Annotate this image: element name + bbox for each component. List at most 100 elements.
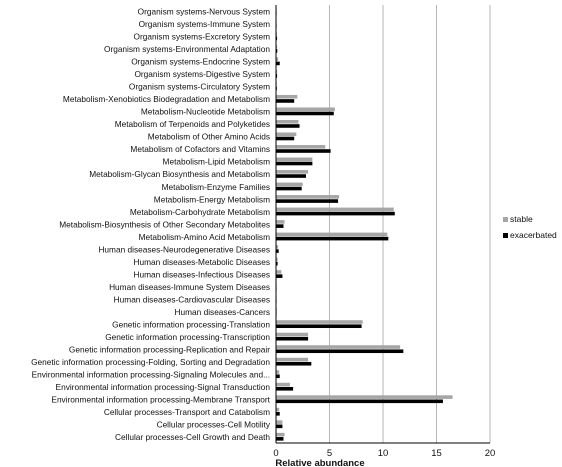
- bars: [276, 7, 453, 441]
- category-label: Metabolism-Lipid Metabolism: [163, 157, 271, 167]
- bar-stable: [276, 57, 279, 62]
- bar-exacerbated: [276, 261, 278, 266]
- bar-stable: [276, 195, 340, 199]
- bar-exacerbated: [276, 111, 334, 116]
- bar-exacerbated: [276, 336, 309, 341]
- category-label: Metabolism-Amino Acid Metabolism: [139, 232, 271, 242]
- category-label: Genetic information processing-Folding, …: [31, 357, 270, 367]
- category-label: Genetic information processing-Transcrip…: [105, 332, 270, 342]
- category-label: Organism systems-Immune System: [139, 19, 270, 29]
- bar-stable: [276, 232, 388, 237]
- bar-stable: [276, 245, 279, 249]
- category-label: Organism systems-Circulatory System: [129, 82, 270, 92]
- bar-stable: [276, 145, 326, 149]
- bar-stable: [276, 170, 309, 174]
- bar-exacerbated: [276, 199, 339, 203]
- category-label: Genetic information processing-Replicati…: [69, 344, 270, 354]
- category-label: Metabolism-Xenobiotics Biodegradation an…: [63, 94, 270, 104]
- bar-stable: [276, 182, 303, 187]
- bar-stable: [276, 44, 278, 49]
- bar-exacerbated: [276, 374, 280, 379]
- category-label: Metabolism of Cofactors and Vitamins: [130, 144, 270, 154]
- bar-exacerbated: [276, 36, 278, 41]
- category-label: Human diseases-Metabolic Diseases: [134, 257, 271, 267]
- bar-stable: [276, 69, 278, 74]
- x-axis-label: Relative abundance: [275, 458, 364, 467]
- bar-stable: [276, 407, 280, 412]
- bar-exacerbated: [276, 61, 280, 66]
- category-label: Metabolism-Nucleotide Metabolism: [141, 107, 270, 117]
- category-label: Metabolism-Carbohydrate Metabolism: [130, 207, 270, 217]
- bar-stable: [276, 332, 309, 337]
- bar-exacerbated: [276, 274, 283, 278]
- category-label: Human diseases-Infectious Diseases: [133, 269, 270, 279]
- category-label: Metabolism of Terpenoids and Polyketides: [115, 119, 270, 129]
- x-tick-label: 5: [327, 448, 332, 459]
- bar-exacerbated: [276, 161, 313, 166]
- category-label: Organism systems-Endocrine System: [131, 57, 270, 67]
- legend-swatch-stable: [503, 217, 508, 222]
- x-tick-label: 20: [485, 448, 496, 459]
- category-label: Metabolism-Energy Metabolism: [154, 194, 270, 204]
- bar-stable: [276, 370, 280, 374]
- bar-stable: [276, 119, 299, 124]
- bar-stable: [276, 207, 394, 212]
- category-label: Metabolism-Glycan Biosynthesis and Metab…: [89, 169, 270, 179]
- bar-exacerbated: [276, 136, 295, 141]
- bar-stable: [276, 220, 285, 224]
- legend-label-exacerbated: exacerbated: [510, 230, 557, 240]
- x-tick-label: 10: [378, 448, 389, 459]
- bar-exacerbated: [276, 74, 278, 78]
- bar-exacerbated: [276, 324, 362, 329]
- bar-exacerbated: [276, 249, 279, 253]
- legend-swatch-exacerbated: [503, 233, 508, 238]
- category-label: Environmental information processing-Mem…: [51, 395, 270, 405]
- bar-exacerbated: [276, 412, 280, 416]
- category-label: Metabolism-Enzyme Families: [162, 182, 270, 192]
- category-label: Organism systems-Excretory System: [134, 32, 271, 42]
- category-label: Metabolism of Other Amino Acids: [148, 132, 270, 142]
- bar-stable: [276, 257, 278, 262]
- bar-exacerbated: [276, 149, 331, 153]
- category-label: Human diseases-Immune System Diseases: [109, 282, 270, 292]
- bar-stable: [276, 157, 313, 162]
- bar-stable: [276, 94, 298, 99]
- bar-exacerbated: [276, 349, 404, 354]
- bar-stable: [276, 395, 453, 399]
- bar-exacerbated: [276, 124, 300, 128]
- category-labels: Organism systems-Nervous System Organism …: [31, 7, 271, 442]
- x-tick-label: 15: [431, 448, 442, 459]
- bar-exacerbated: [276, 399, 443, 404]
- category-label: Cellular processes-Cell Growth and Death: [115, 432, 270, 442]
- bar-exacerbated: [276, 386, 294, 391]
- category-label: Organism systems-Digestive System: [134, 69, 270, 79]
- bar-exacerbated: [276, 424, 283, 429]
- category-label: Organism systems-Environmental Adaptatio…: [104, 44, 270, 54]
- category-label: Environmental information processing-Sig…: [32, 369, 270, 379]
- category-label: Human diseases-Cancers: [175, 307, 270, 317]
- bar-exacerbated: [276, 437, 284, 441]
- bar-stable: [276, 432, 285, 437]
- bar-exacerbated: [276, 174, 306, 178]
- legend: stable exacerbated: [503, 214, 557, 240]
- bar-stable: [276, 345, 401, 349]
- bar-stable: [276, 107, 335, 112]
- bar-stable: [276, 132, 297, 137]
- bar-stable: [276, 420, 283, 424]
- bar-stable: [276, 382, 290, 387]
- x-tick-labels: 0 5 10 15 20: [273, 448, 495, 459]
- category-label: Human diseases-Neurodegenerative Disease…: [98, 244, 270, 254]
- bar-exacerbated: [276, 361, 312, 366]
- legend-label-stable: stable: [510, 214, 533, 224]
- category-label: Cellular processes-Transport and Catabol…: [104, 407, 270, 417]
- bar-exacerbated: [276, 211, 395, 216]
- bar-exacerbated: [276, 99, 295, 103]
- category-label: Genetic information processing-Translati…: [112, 319, 270, 329]
- bar-exacerbated: [276, 224, 284, 228]
- bar-stable: [276, 320, 363, 324]
- bar-stable: [276, 357, 309, 362]
- category-label: Organism systems-Nervous System: [138, 7, 270, 17]
- bar-exacerbated: [276, 236, 389, 241]
- category-label: Metabolism-Biosynthesis of Other Seconda…: [59, 219, 270, 229]
